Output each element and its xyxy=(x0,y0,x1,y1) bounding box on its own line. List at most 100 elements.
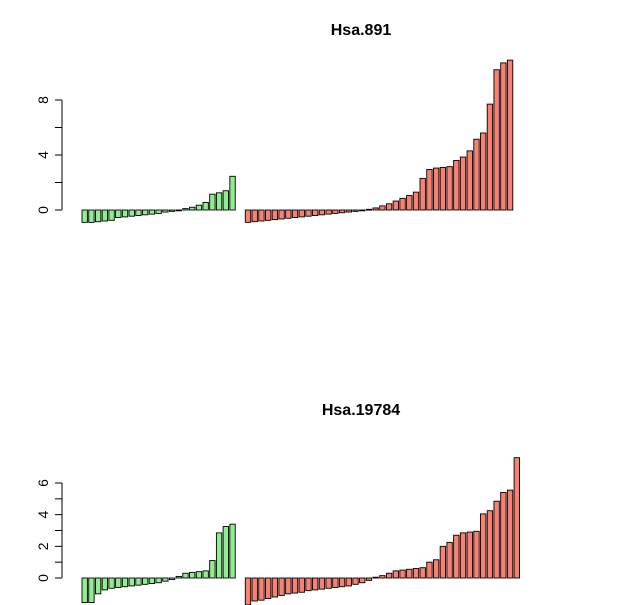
bar-green xyxy=(115,577,122,588)
chart-panel-hsa891: Hsa.891 0 4 8 xyxy=(35,22,514,223)
bar-red xyxy=(352,577,359,585)
bar-green xyxy=(121,209,129,218)
bar-red xyxy=(251,577,258,602)
bar-red xyxy=(419,567,426,579)
bar-red xyxy=(244,577,252,605)
y-tick-label: 8 xyxy=(35,96,51,104)
bar-green xyxy=(189,572,196,579)
bar-green xyxy=(148,209,156,215)
bar-red xyxy=(500,492,507,579)
bar-red xyxy=(359,577,366,584)
bar-green xyxy=(128,209,135,217)
bar-red xyxy=(305,209,312,217)
bar-green xyxy=(142,209,149,216)
bar-red xyxy=(453,534,460,579)
bar-red xyxy=(365,577,373,581)
bar-red xyxy=(379,205,386,211)
bar-red xyxy=(486,510,494,579)
bar-red xyxy=(426,168,433,211)
bar-green xyxy=(209,193,216,211)
y-tick-label: 4 xyxy=(35,151,51,159)
bar-red xyxy=(506,489,514,579)
bar-green xyxy=(101,577,109,591)
bar-red xyxy=(406,195,413,211)
bar-red xyxy=(318,577,326,590)
bar-green xyxy=(88,577,95,603)
bar-red xyxy=(332,577,339,588)
bar-red xyxy=(500,62,507,211)
bar-red xyxy=(439,166,447,211)
bar-green xyxy=(81,209,88,223)
bar-red xyxy=(278,577,285,596)
bar-red xyxy=(359,209,366,212)
bar-green xyxy=(135,577,142,586)
chart-title: Hsa.891 xyxy=(331,22,392,39)
bar-red xyxy=(506,59,514,211)
bar-red xyxy=(446,541,453,579)
bar-red xyxy=(285,209,292,219)
y-tick-label: 0 xyxy=(35,574,51,582)
bar-red xyxy=(453,160,460,211)
chart-panel-hsa19784: Hsa.19784 0 2 4 6 xyxy=(35,402,520,605)
bar-red xyxy=(285,577,292,595)
bar-red xyxy=(459,156,467,211)
bar-red xyxy=(258,209,265,222)
bar-red xyxy=(466,150,473,211)
bar-green xyxy=(115,209,122,219)
y-tick-label: 0 xyxy=(35,206,51,214)
bar-green xyxy=(155,209,162,214)
bar-red xyxy=(345,577,352,587)
bar-red xyxy=(318,209,326,216)
bar-red xyxy=(493,69,500,211)
y-tick-label: 6 xyxy=(35,479,51,487)
bar-red xyxy=(426,561,433,579)
bar-green xyxy=(195,204,203,211)
bar-green xyxy=(175,575,182,579)
bar-green xyxy=(121,577,129,588)
bar-green xyxy=(175,209,182,212)
bar-green xyxy=(148,577,156,584)
bar-green xyxy=(189,206,196,211)
bar-red xyxy=(480,513,487,579)
bar-red xyxy=(278,209,285,220)
bar-red xyxy=(365,208,373,211)
bar-red xyxy=(305,577,312,592)
bar-red xyxy=(265,577,272,600)
bar-red xyxy=(325,577,332,589)
bar-red xyxy=(473,530,480,579)
bar-green xyxy=(215,532,223,579)
bar-green xyxy=(168,209,176,212)
bar-red xyxy=(338,209,346,214)
bar-red xyxy=(338,577,346,588)
bar-green xyxy=(142,577,149,585)
bar-green xyxy=(195,571,203,579)
bar-red xyxy=(439,545,447,579)
bar-red xyxy=(332,209,339,214)
bar-red xyxy=(480,132,487,211)
chart-title: Hsa.19784 xyxy=(322,402,400,419)
bar-green xyxy=(222,190,229,211)
bar-red xyxy=(385,203,393,211)
bar-red xyxy=(406,568,413,579)
bar-green xyxy=(202,201,209,211)
bar-green xyxy=(168,577,176,581)
bar-red xyxy=(291,577,299,594)
bar-green xyxy=(229,175,236,211)
bar-red xyxy=(513,457,520,579)
bar-red xyxy=(392,200,399,211)
bar-green xyxy=(215,192,223,211)
bar-green xyxy=(88,209,95,223)
bar-red xyxy=(399,569,406,579)
bar-red xyxy=(265,209,272,221)
bar-green xyxy=(162,577,169,582)
bar-green xyxy=(108,209,115,221)
bar-red xyxy=(433,559,440,579)
bar-red xyxy=(473,138,480,211)
bar-green xyxy=(162,209,169,213)
bar-red xyxy=(419,177,426,211)
bar-green xyxy=(155,577,162,584)
bar-red xyxy=(251,209,258,223)
bar-red xyxy=(258,577,265,601)
bar-green xyxy=(81,577,88,603)
bar-red xyxy=(271,209,279,221)
